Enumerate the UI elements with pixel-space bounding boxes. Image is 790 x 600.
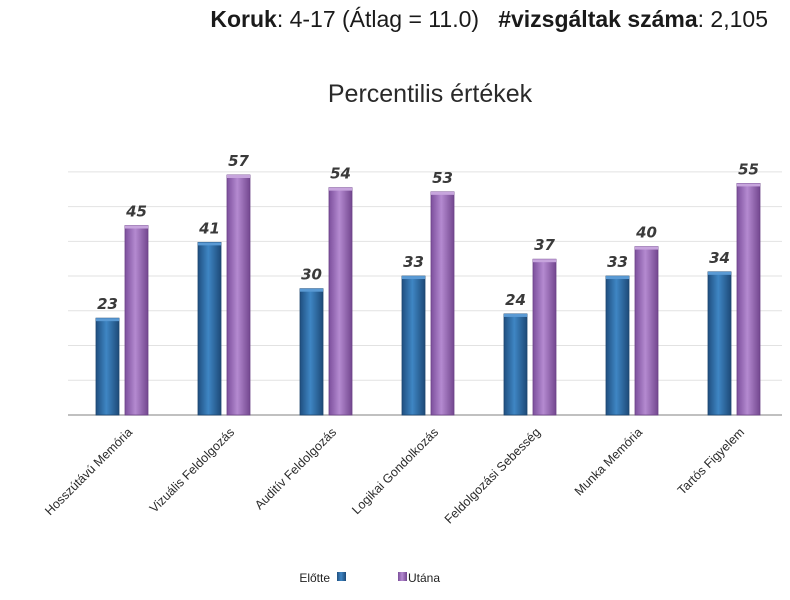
count-label: #vizsgáltak száma	[498, 6, 698, 32]
bar-elotte-5	[605, 275, 630, 416]
bar-cap	[606, 276, 629, 280]
value-label: 24	[505, 291, 526, 309]
legend: Előtte Utána	[299, 571, 440, 585]
bar-elotte-0	[95, 317, 120, 416]
bar-elotte-4	[503, 313, 528, 416]
category-label: Feldolgozási Sebesség	[442, 425, 543, 526]
value-labels: 23 45 41 57 30 54 33 53 24 37 33 40 34 55	[97, 152, 759, 313]
bar-elotte-2	[299, 288, 324, 416]
bar-cap	[431, 191, 454, 195]
value-label: 37	[534, 236, 555, 254]
value-label: 54	[330, 165, 351, 183]
bar-utana-1	[226, 174, 251, 416]
value-label: 57	[228, 152, 249, 170]
age-value: : 4-17 (Átlag = 11.0)	[276, 6, 480, 32]
bar-cap	[737, 183, 760, 187]
bar-cap	[635, 246, 658, 250]
bar-elotte-6	[707, 271, 732, 416]
category-label: Logikai Gondolkozás	[349, 425, 441, 517]
bar-utana-3	[430, 191, 455, 416]
bar-cap	[504, 313, 527, 317]
value-label: 33	[607, 253, 628, 271]
legend-swatch-elotte	[337, 572, 346, 581]
bar-utana-5	[634, 246, 659, 416]
bar-cap	[402, 276, 425, 280]
bar-cap	[300, 288, 323, 292]
value-label: 41	[198, 219, 220, 237]
bar-cap	[198, 242, 221, 246]
chart-title: Percentilis értékek	[327, 80, 533, 108]
bar-utana-6	[736, 183, 761, 416]
value-label: 34	[709, 249, 730, 267]
bar-cap	[533, 259, 556, 263]
legend-swatch-utana	[398, 572, 407, 581]
value-label: 30	[301, 266, 322, 284]
category-label: Munka Memória	[572, 425, 645, 498]
bar-cap	[125, 225, 148, 229]
bar-cap	[227, 175, 250, 178]
bar-elotte-1	[197, 241, 222, 416]
bar-cap	[96, 318, 119, 322]
category-label: Auditív Feldolgozás	[252, 425, 339, 512]
value-label: 55	[738, 160, 759, 178]
bar-cap	[708, 271, 731, 275]
category-labels: Hosszútávú Memória Vizuális Feldolgozás Au…	[42, 425, 747, 526]
header-stats: Koruk: 4-17 (Átlag = 11.0) #vizsgáltak s…	[210, 6, 768, 33]
bar-cap	[329, 187, 352, 191]
category-label: Hosszútávú Memória	[42, 425, 135, 518]
value-label: 45	[125, 203, 147, 221]
count-value: : 2,105	[697, 6, 768, 32]
bar-utana-0	[124, 225, 149, 416]
bars	[95, 174, 761, 416]
legend-label-utana: Utána	[408, 571, 440, 585]
bar-elotte-3	[401, 275, 426, 416]
age-label: Koruk	[210, 6, 277, 32]
legend-label-elotte: Előtte	[299, 571, 330, 585]
value-label: 33	[403, 253, 424, 271]
value-label: 23	[97, 295, 118, 313]
category-label: Vizuális Feldolgozás	[147, 425, 237, 515]
value-label: 40	[635, 224, 657, 242]
value-label: 53	[432, 169, 453, 187]
category-label: Tartós Figyelem	[675, 425, 747, 497]
bar-utana-2	[328, 187, 353, 416]
bar-utana-4	[532, 258, 557, 416]
